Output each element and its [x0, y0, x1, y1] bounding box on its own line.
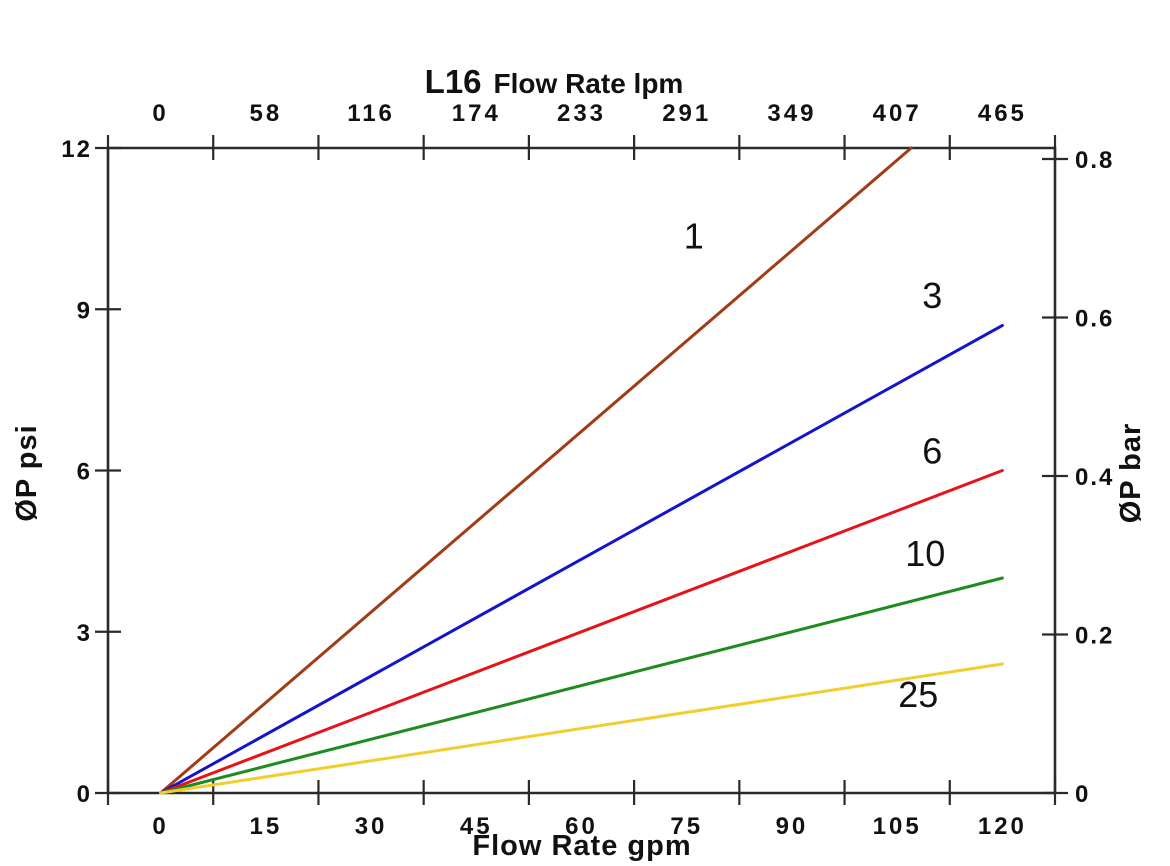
- series-label-3: 3: [922, 275, 942, 316]
- series-line-6: [159, 469, 1004, 795]
- y-left-tick-label: 6: [77, 459, 92, 486]
- x-bottom-tick-label: 105: [873, 813, 922, 840]
- x-top-tick-label: 407: [873, 100, 922, 127]
- series-label-10: 10: [905, 533, 945, 574]
- chart-title-unit: Flow Rate lpm: [494, 68, 684, 99]
- x-bottom-tick-label: 60: [565, 813, 598, 840]
- series-label-1: 1: [684, 216, 704, 257]
- y-left-tick-label: 3: [77, 620, 92, 647]
- y-left-tick-label: 12: [61, 136, 92, 163]
- y-right-tick-label: 0.6: [1075, 306, 1114, 333]
- x-bottom-tick-label: 75: [670, 813, 703, 840]
- x-top-tick-label: 349: [767, 100, 816, 127]
- series-line-25: [159, 662, 1004, 795]
- x-top-tick-label: 58: [249, 100, 282, 127]
- x-bottom-tick-label: 30: [355, 813, 388, 840]
- x-bottom-tick-label: 0: [152, 813, 168, 840]
- y-left-tick-label: 9: [77, 297, 92, 324]
- x-top-tick-label: 291: [662, 100, 711, 127]
- x-top-tick-label: 174: [452, 100, 501, 127]
- x-bottom-tick-label: 15: [249, 813, 282, 840]
- x-bottom-tick-label: 120: [978, 813, 1027, 840]
- series-line-10: [159, 576, 1004, 795]
- y-right-tick-label: 0: [1075, 781, 1090, 808]
- x-bottom-tick-label: 45: [460, 813, 493, 840]
- y-right-tick-label: 0.4: [1075, 464, 1114, 491]
- chart-title-model: L16: [425, 63, 482, 100]
- x-top-tick-label: 0: [152, 100, 168, 127]
- series-label-6: 6: [922, 431, 942, 472]
- chart-title: L16 Flow Rate lpm: [425, 63, 684, 100]
- y-right-tick-label: 0.2: [1075, 623, 1114, 650]
- y-axis-label-left: ØP psi: [11, 424, 43, 521]
- x-bottom-tick-label: 90: [776, 813, 809, 840]
- x-top-tick-label: 233: [557, 100, 606, 127]
- series-line-1: [159, 146, 913, 795]
- series-line-3: [159, 323, 1004, 795]
- x-axis-label-bottom: Flow Rate gpm: [472, 830, 691, 862]
- y-left-tick-label: 0: [77, 781, 92, 808]
- y-right-tick-label: 0.8: [1075, 147, 1114, 174]
- y-axis-label-right: ØP bar: [1115, 423, 1147, 524]
- x-top-tick-label: 465: [978, 100, 1027, 127]
- x-top-tick-label: 116: [347, 100, 395, 127]
- series-label-25: 25: [898, 674, 938, 715]
